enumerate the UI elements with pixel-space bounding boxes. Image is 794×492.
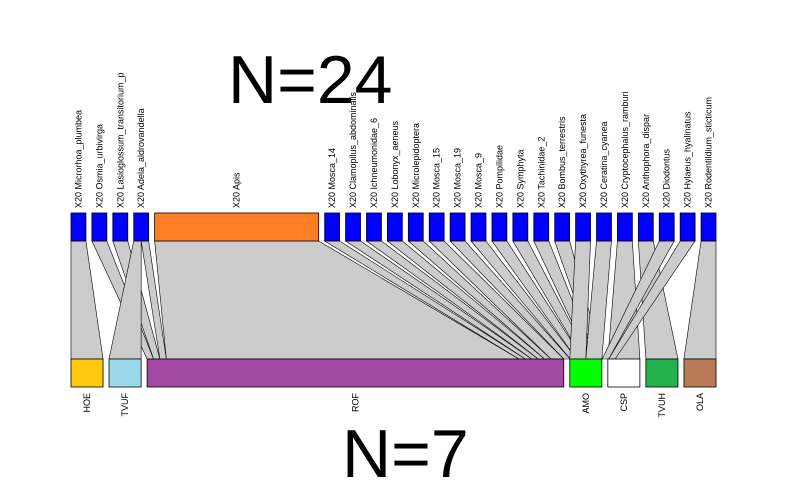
higher-level-label: X20 Tachinidae_2	[536, 137, 546, 208]
higher-level-label: X20 Osmia_urbivirga	[94, 124, 104, 208]
lower-level-label: AMO	[581, 393, 591, 414]
higher-level-label: X20 Microrhoa_plumbea	[73, 110, 83, 208]
higher-level-label: X20 Anthophora_dispar	[641, 114, 651, 208]
higher-level-label: X20 Mosca_9	[474, 153, 484, 208]
lower-level-label: TVUF	[120, 393, 130, 417]
higher-level-box	[637, 212, 654, 242]
lower-level-label: CSP	[619, 393, 629, 412]
higher-level-labels: X20 Microrhoa_plumbea X20 Osmia_urbivirga…	[73, 72, 713, 208]
higher-level-box	[387, 212, 403, 242]
higher-level-box	[512, 212, 529, 242]
higher-level-box	[679, 212, 696, 242]
higher-level-box	[154, 212, 320, 242]
higher-level-label: X20 Pompilidae	[494, 145, 504, 208]
higher-level-box	[554, 212, 571, 242]
lower-level-label: OLA	[695, 393, 705, 411]
higher-level-label: X20 Apis	[232, 172, 242, 208]
lower-level-labels: HOE TVUF ROF AMO CSP TVUH OLA	[82, 393, 705, 418]
lower-level-count: N=7	[342, 416, 469, 492]
interaction-links	[70, 240, 717, 360]
higher-level-box	[345, 212, 361, 242]
higher-level-box	[470, 212, 487, 242]
lower-level-box	[683, 358, 717, 388]
higher-level-box	[407, 212, 424, 242]
lower-level-label: ROF	[350, 393, 360, 413]
higher-level-box	[700, 212, 717, 242]
higher-level-label: X20 Mosca_14	[327, 148, 337, 208]
higher-level-label: X20 Oxythyrea_funesta	[578, 114, 588, 208]
lower-level-label: TVUH	[657, 393, 667, 418]
higher-level-label: X20 Ichneumonidae_6	[369, 118, 379, 208]
higher-level-label: X20 Lasioglossum_transitorium_p	[115, 72, 125, 208]
higher-level-box	[617, 212, 633, 242]
lower-level-box	[70, 358, 104, 388]
higher-level-box	[112, 212, 129, 242]
higher-level-box	[575, 212, 591, 242]
lower-level-box	[607, 358, 641, 388]
interaction-link	[70, 240, 104, 360]
higher-level-box	[449, 212, 466, 242]
higher-level-box	[70, 212, 87, 242]
higher-level-box	[428, 212, 445, 242]
higher-level-label: X20 Microlepidoptera	[411, 123, 421, 208]
higher-level-label: X20 Clamopilus_abdominalis	[348, 91, 358, 208]
higher-level-box	[533, 212, 550, 242]
higher-level-label: X20 Diodontus	[662, 148, 672, 208]
lower-level-boxes	[70, 358, 717, 388]
higher-level-label: X20 Mosca_19	[453, 148, 463, 208]
higher-level-label: X20 Lobonyx_aeneus	[390, 120, 400, 208]
higher-level-box	[491, 212, 508, 242]
lower-level-box	[645, 358, 679, 388]
higher-level-label: X20 Bombus_terrestris	[557, 116, 567, 208]
higher-level-count: N=24	[228, 42, 393, 118]
higher-level-label: X20 Ceratina_cyanea	[599, 121, 609, 208]
lower-level-box	[569, 358, 603, 388]
higher-level-label: X20 Mosca_15	[432, 148, 442, 208]
interaction-link	[683, 240, 717, 360]
higher-level-box	[133, 212, 150, 242]
lower-level-label: HOE	[82, 393, 92, 413]
higher-level-label: X20 Adela_aldrovandella	[136, 108, 146, 208]
higher-level-box	[324, 212, 340, 242]
higher-level-box	[596, 212, 612, 242]
lower-level-box	[146, 358, 565, 388]
higher-level-label: X20 Rodentildium_sticticum	[704, 97, 714, 208]
higher-level-box	[658, 212, 675, 242]
higher-level-box	[91, 212, 108, 242]
lower-level-box	[108, 358, 142, 388]
higher-level-box	[366, 212, 382, 242]
higher-level-label: X20 Cryptocephalus_ramburi	[620, 91, 630, 208]
higher-level-label: X20 Hylaeus_hyalinatus	[683, 111, 693, 208]
higher-level-label: X20 Symphyta	[515, 149, 525, 208]
higher-level-boxes	[70, 212, 717, 242]
